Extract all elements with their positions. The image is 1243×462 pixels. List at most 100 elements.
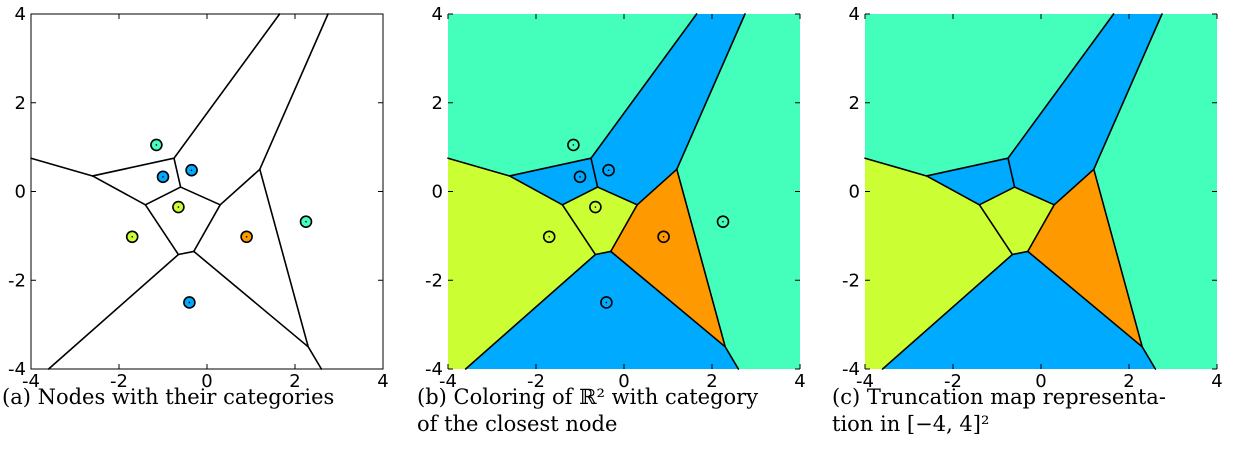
y-tick-label: -2 bbox=[842, 270, 860, 291]
y-tick-label: 0 bbox=[432, 182, 443, 203]
region-boundary bbox=[177, 250, 195, 256]
node-center bbox=[188, 301, 191, 304]
node-center bbox=[607, 169, 610, 171]
region-boundary bbox=[464, 253, 597, 370]
node-marker bbox=[573, 170, 587, 184]
region-boundary bbox=[724, 346, 740, 370]
region-boundary bbox=[1011, 250, 1029, 256]
region-boundary bbox=[590, 157, 599, 188]
y-tick-label: -4 bbox=[8, 359, 26, 380]
region-blue bbox=[882, 251, 1156, 369]
region-boundary bbox=[144, 186, 182, 206]
region-boundary bbox=[610, 204, 638, 253]
region-orange bbox=[1027, 169, 1143, 347]
region-boundary bbox=[1093, 168, 1144, 348]
caption-b: (b) Coloring of ℝ² with category of the … bbox=[417, 384, 827, 438]
region-boundary bbox=[447, 157, 511, 177]
region-orange bbox=[610, 169, 726, 347]
y-tick-label: 2 bbox=[15, 93, 26, 114]
region-boundary bbox=[594, 250, 612, 256]
region-boundary bbox=[219, 168, 261, 206]
caption-c-line2: tion in [−4, 4]² bbox=[832, 412, 990, 436]
y-tick-label: -4 bbox=[425, 359, 443, 380]
y-tick-label: -2 bbox=[8, 270, 26, 291]
node-marker bbox=[657, 230, 670, 244]
x-tick-label: -4 bbox=[856, 371, 874, 392]
region-boundary bbox=[561, 204, 597, 256]
node-center bbox=[548, 235, 550, 238]
region-boundary bbox=[30, 157, 94, 177]
x-tick-label: 0 bbox=[201, 371, 212, 392]
panel-c: -4 -2 0 2 4 4 2 0 -2 -4 (c) Truncation map repres… bbox=[830, 0, 1243, 462]
node-marker bbox=[716, 215, 730, 228]
node-center bbox=[594, 206, 597, 208]
region-boundary bbox=[881, 253, 1014, 370]
region-boundary bbox=[259, 168, 310, 348]
plot-c: -4 -2 0 2 4 4 2 0 -2 -4 bbox=[842, 4, 1223, 392]
plot-area-a: -4 -2 0 2 4 4 2 0 -2 -4 bbox=[8, 4, 389, 392]
x-tick-label: 2 bbox=[289, 371, 300, 392]
panel-b: -4 -2 0 2 4 4 2 0 -2 -4 (b) Coloring of ℝ² with c… bbox=[415, 0, 830, 462]
y-tick-label: 2 bbox=[432, 93, 443, 114]
region-yellow bbox=[448, 158, 596, 369]
caption-c: (c) Truncation map representa- tion in [… bbox=[832, 384, 1240, 438]
x-tick-label: -2 bbox=[527, 371, 545, 392]
region-boundary bbox=[259, 13, 329, 171]
caption-a-line1: (a) Nodes with their categories bbox=[2, 385, 335, 409]
panel-a: -4 -2 0 2 4 4 2 0 -2 -4 (a) Nodes with their cate… bbox=[0, 0, 415, 462]
caption-c-line1: (c) Truncation map representa- bbox=[832, 385, 1166, 409]
region-boundary bbox=[596, 186, 638, 206]
y-tick-label: 4 bbox=[432, 4, 443, 25]
region-boundary bbox=[508, 157, 592, 177]
region-boundary bbox=[193, 204, 221, 253]
node-center bbox=[245, 235, 248, 238]
region-boundary bbox=[47, 253, 180, 370]
plot-background bbox=[31, 14, 383, 369]
region-boundary bbox=[1007, 157, 1016, 188]
node-marker bbox=[542, 230, 556, 244]
region-blue bbox=[1008, 14, 1162, 205]
y-tick-label: 0 bbox=[15, 182, 26, 203]
region-teal bbox=[865, 14, 1114, 176]
node-center bbox=[131, 235, 133, 238]
region-boundary bbox=[676, 13, 746, 171]
region-blue bbox=[509, 158, 598, 205]
caption-a: (a) Nodes with their categories bbox=[2, 384, 412, 411]
x-tick-label: 2 bbox=[1123, 371, 1134, 392]
region-boundary bbox=[1013, 186, 1055, 206]
x-tick-label: 4 bbox=[794, 371, 805, 392]
region-boundary bbox=[1027, 204, 1055, 253]
region-boundary bbox=[91, 157, 175, 177]
node-center bbox=[579, 176, 581, 178]
node-center bbox=[662, 235, 665, 238]
x-tick-label: 4 bbox=[377, 371, 388, 392]
region-boundary bbox=[91, 175, 147, 206]
y-tick-label: -2 bbox=[425, 270, 443, 291]
node-marker bbox=[600, 296, 613, 309]
x-tick-label: 2 bbox=[706, 371, 717, 392]
x-tick-label: -4 bbox=[439, 371, 457, 392]
region-boundary bbox=[590, 13, 698, 160]
node-marker bbox=[602, 163, 615, 177]
node-center bbox=[305, 220, 307, 223]
region-boundary bbox=[173, 13, 281, 160]
region-boundary bbox=[978, 204, 1014, 256]
region-boundary bbox=[173, 157, 182, 188]
node-marker bbox=[567, 138, 580, 152]
x-tick-label: 0 bbox=[618, 371, 629, 392]
region-boundary bbox=[925, 175, 981, 206]
region-boundary bbox=[676, 168, 727, 348]
region-boundary bbox=[508, 175, 564, 206]
plot-area-c: -4 -2 0 2 4 4 2 0 -2 -4 bbox=[842, 4, 1223, 392]
x-tick-label: 0 bbox=[1035, 371, 1046, 392]
region-boundary bbox=[610, 250, 727, 348]
region-boundary bbox=[1093, 13, 1163, 171]
region-boundary bbox=[925, 157, 1009, 177]
node-marker bbox=[589, 200, 602, 214]
y-tick-label: -4 bbox=[842, 359, 860, 380]
region-boundary bbox=[1141, 346, 1157, 370]
region-boundary bbox=[1027, 250, 1144, 348]
region-boundary bbox=[978, 186, 1016, 206]
y-tick-label: 4 bbox=[15, 4, 26, 25]
x-tick-label: -2 bbox=[944, 371, 962, 392]
